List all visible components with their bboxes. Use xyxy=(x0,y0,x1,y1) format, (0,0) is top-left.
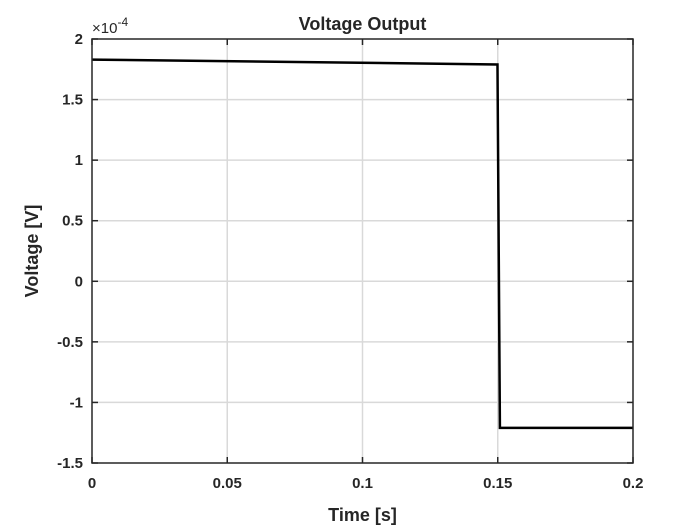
y-tick-label: 0.5 xyxy=(62,213,83,230)
y-tick-label: 0 xyxy=(75,273,83,290)
y-axis-title: Voltage [V] xyxy=(22,205,42,298)
y-axis-multiplier: ×10-4 xyxy=(92,15,128,37)
y-tick-label: 1.5 xyxy=(62,92,83,109)
y-tick-labels: -1.5 -1 -0.5 0 0.5 1 1.5 2 xyxy=(57,31,83,472)
grid-layer xyxy=(92,39,633,463)
y-axis-multiplier-exponent: -4 xyxy=(117,15,128,29)
y-tick-label: 1 xyxy=(75,152,83,169)
data-layer xyxy=(91,58,633,430)
x-tick-label: 0.1 xyxy=(352,475,373,492)
x-tick-label: 0.05 xyxy=(213,475,242,492)
x-tick-label: 0.15 xyxy=(483,475,512,492)
x-tick-label: 0 xyxy=(88,475,96,492)
y-tick-label: -1 xyxy=(70,394,83,411)
y-axis-multiplier-base: ×10 xyxy=(92,20,117,37)
y-tick-label: -1.5 xyxy=(57,455,83,472)
x-axis-title: Time [s] xyxy=(328,505,397,525)
chart-title: Voltage Output xyxy=(299,14,427,34)
x-tick-label: 0.2 xyxy=(623,475,644,492)
x-tick-labels: 0 0.05 0.1 0.15 0.2 xyxy=(88,475,644,492)
y-tick-label: 2 xyxy=(75,31,83,48)
series-line xyxy=(91,58,633,430)
tick-marks xyxy=(91,38,634,464)
y-tick-label: -0.5 xyxy=(57,334,83,351)
